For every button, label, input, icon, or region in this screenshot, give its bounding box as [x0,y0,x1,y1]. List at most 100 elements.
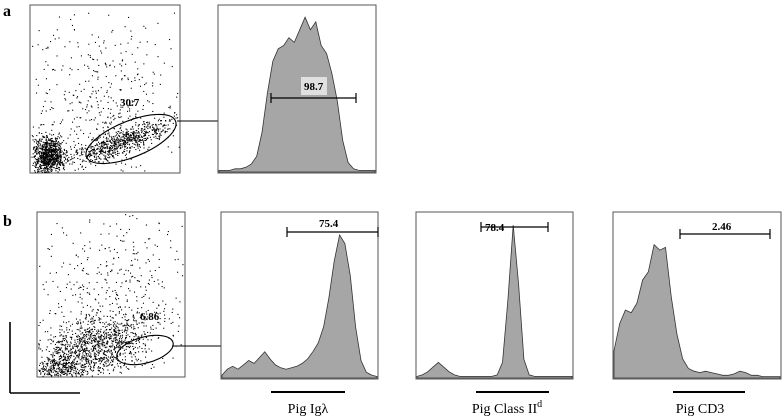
scatter-dot [54,155,56,157]
scatter-dot [42,145,44,147]
scatter-dot [146,137,148,139]
scatter-dot [121,282,123,284]
scatter-dot [115,142,117,144]
scatter-dot [97,367,99,369]
scatter-dot [65,367,67,369]
scatter-dot [126,299,128,301]
scatter-dot [152,129,154,131]
scatter-dot [91,375,93,377]
scatter-dot [109,329,111,331]
scatter-dot [34,149,36,151]
scatter-dot [124,364,126,366]
scatter-dot [103,353,105,355]
scatter-dot [48,160,50,162]
scatter-dot [40,152,42,154]
scatter-dot [57,167,59,169]
scatter-dot [126,322,128,324]
scatter-dot [70,325,72,327]
scatter-dot [43,135,45,137]
scatter-dot [48,161,50,163]
scatter-dot [48,359,50,361]
scatter-dot [95,338,97,340]
scatter-dot [50,149,52,151]
scatter-dot [35,146,37,148]
scatter-dot [41,138,43,140]
scatter-dot [45,142,47,144]
scatter-dot [122,106,124,108]
scatter-dot [116,331,118,333]
scatter-dot [45,156,47,158]
scatter-dot [137,125,139,127]
scatter-dot [61,141,63,143]
scatter-dot [133,336,135,338]
scatter-dot [115,139,117,141]
scatter-dot [107,341,109,343]
scatter-dot [112,341,114,343]
scatter-dot [131,342,133,344]
scatter-dot [155,130,157,132]
scatter-dot [81,369,83,371]
scatter-dot [53,144,55,146]
histogram-cd3-gate-label: 2.46 [712,221,732,233]
scatter-dot [115,297,117,299]
scatter-dot [78,363,80,365]
scatter-dot [109,150,111,152]
scatter-dot [38,157,40,159]
scatter-dot [38,160,40,162]
scatter-dot [52,356,54,358]
scatter-dot [68,91,70,93]
scatter-dot [107,323,109,325]
scatter-dot [113,146,115,148]
scatter-dot [115,341,117,343]
scatter-dot [65,142,67,144]
scatter-dot [75,90,77,92]
scatter-dot [73,344,75,346]
scatter-dot [127,328,129,330]
scatter-dot [85,109,87,111]
scatter-dot [45,149,47,151]
scatter-dot [118,344,120,346]
scatter-dot [49,157,51,159]
scatter-dot [156,245,158,247]
scatter-dot [135,149,137,151]
scatter-dot [79,158,81,160]
scatter-dot [136,339,138,341]
scatter-dot [61,341,63,343]
scatter-dot [47,169,49,171]
scatter-dot [67,356,69,358]
scatter-dot [113,142,115,144]
scatter-dot [121,317,123,319]
scatter-dot [43,153,45,155]
scatter-dot [137,336,139,338]
scatter-dot [108,247,110,249]
scatter-dot [164,318,166,320]
scatter-dot [83,160,85,162]
scatter-dot [53,145,55,147]
scatter-dot [139,136,141,138]
scatter-dot [54,158,56,160]
scatter-dot [79,341,81,343]
scatter-dot [47,294,49,296]
scatter-dot [137,128,139,130]
scatter-dot [133,139,135,141]
scatter-dot [37,160,39,162]
scatter-dot [90,342,92,344]
scatter-dot [82,270,84,272]
scatter-dot [114,321,116,323]
scatter-dot [85,335,87,337]
scatter-dot [112,317,114,319]
scatter-dot [52,352,54,354]
scatter-dot [62,367,64,369]
scatter-dot [75,353,77,355]
scatter-dot [79,339,81,341]
scatter-dot [63,351,65,353]
scatter-dot [68,351,70,353]
scatter-dot [75,370,77,372]
scatter-dot [69,281,71,283]
scatter-dot [91,75,93,77]
scatter-dot [127,77,129,79]
scatter-dot [91,346,93,348]
scatter-dot [137,139,139,141]
scatter-dot [110,108,112,110]
scatter-dot [75,151,77,153]
